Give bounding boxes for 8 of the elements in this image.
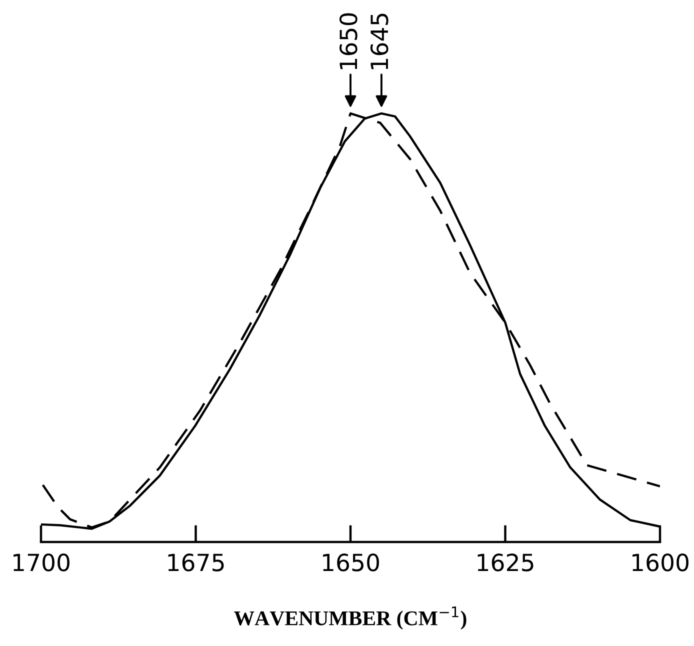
annotation: 1650 — [339, 13, 358, 70]
x-tick-label: 1650 — [323, 554, 379, 572]
x-tick-label: 1700 — [14, 554, 70, 572]
x-tick-label: 1625 — [478, 554, 534, 572]
x-axis-title: WAVENUMBER (CM$^{−1}$) — [234, 606, 466, 630]
annotation: 1645 — [370, 14, 388, 70]
x-tick-label: 1675 — [168, 554, 224, 572]
x-tick-label: 1600 — [632, 554, 688, 572]
